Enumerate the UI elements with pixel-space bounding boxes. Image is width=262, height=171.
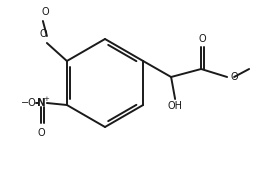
Text: +: +	[43, 96, 49, 102]
Text: O: O	[39, 29, 47, 39]
Text: N: N	[36, 98, 45, 108]
Text: O: O	[230, 72, 238, 82]
Text: O: O	[41, 7, 49, 17]
Text: −O: −O	[21, 98, 37, 108]
Text: O: O	[37, 128, 45, 138]
Text: O: O	[198, 34, 206, 44]
Text: OH: OH	[168, 101, 183, 111]
